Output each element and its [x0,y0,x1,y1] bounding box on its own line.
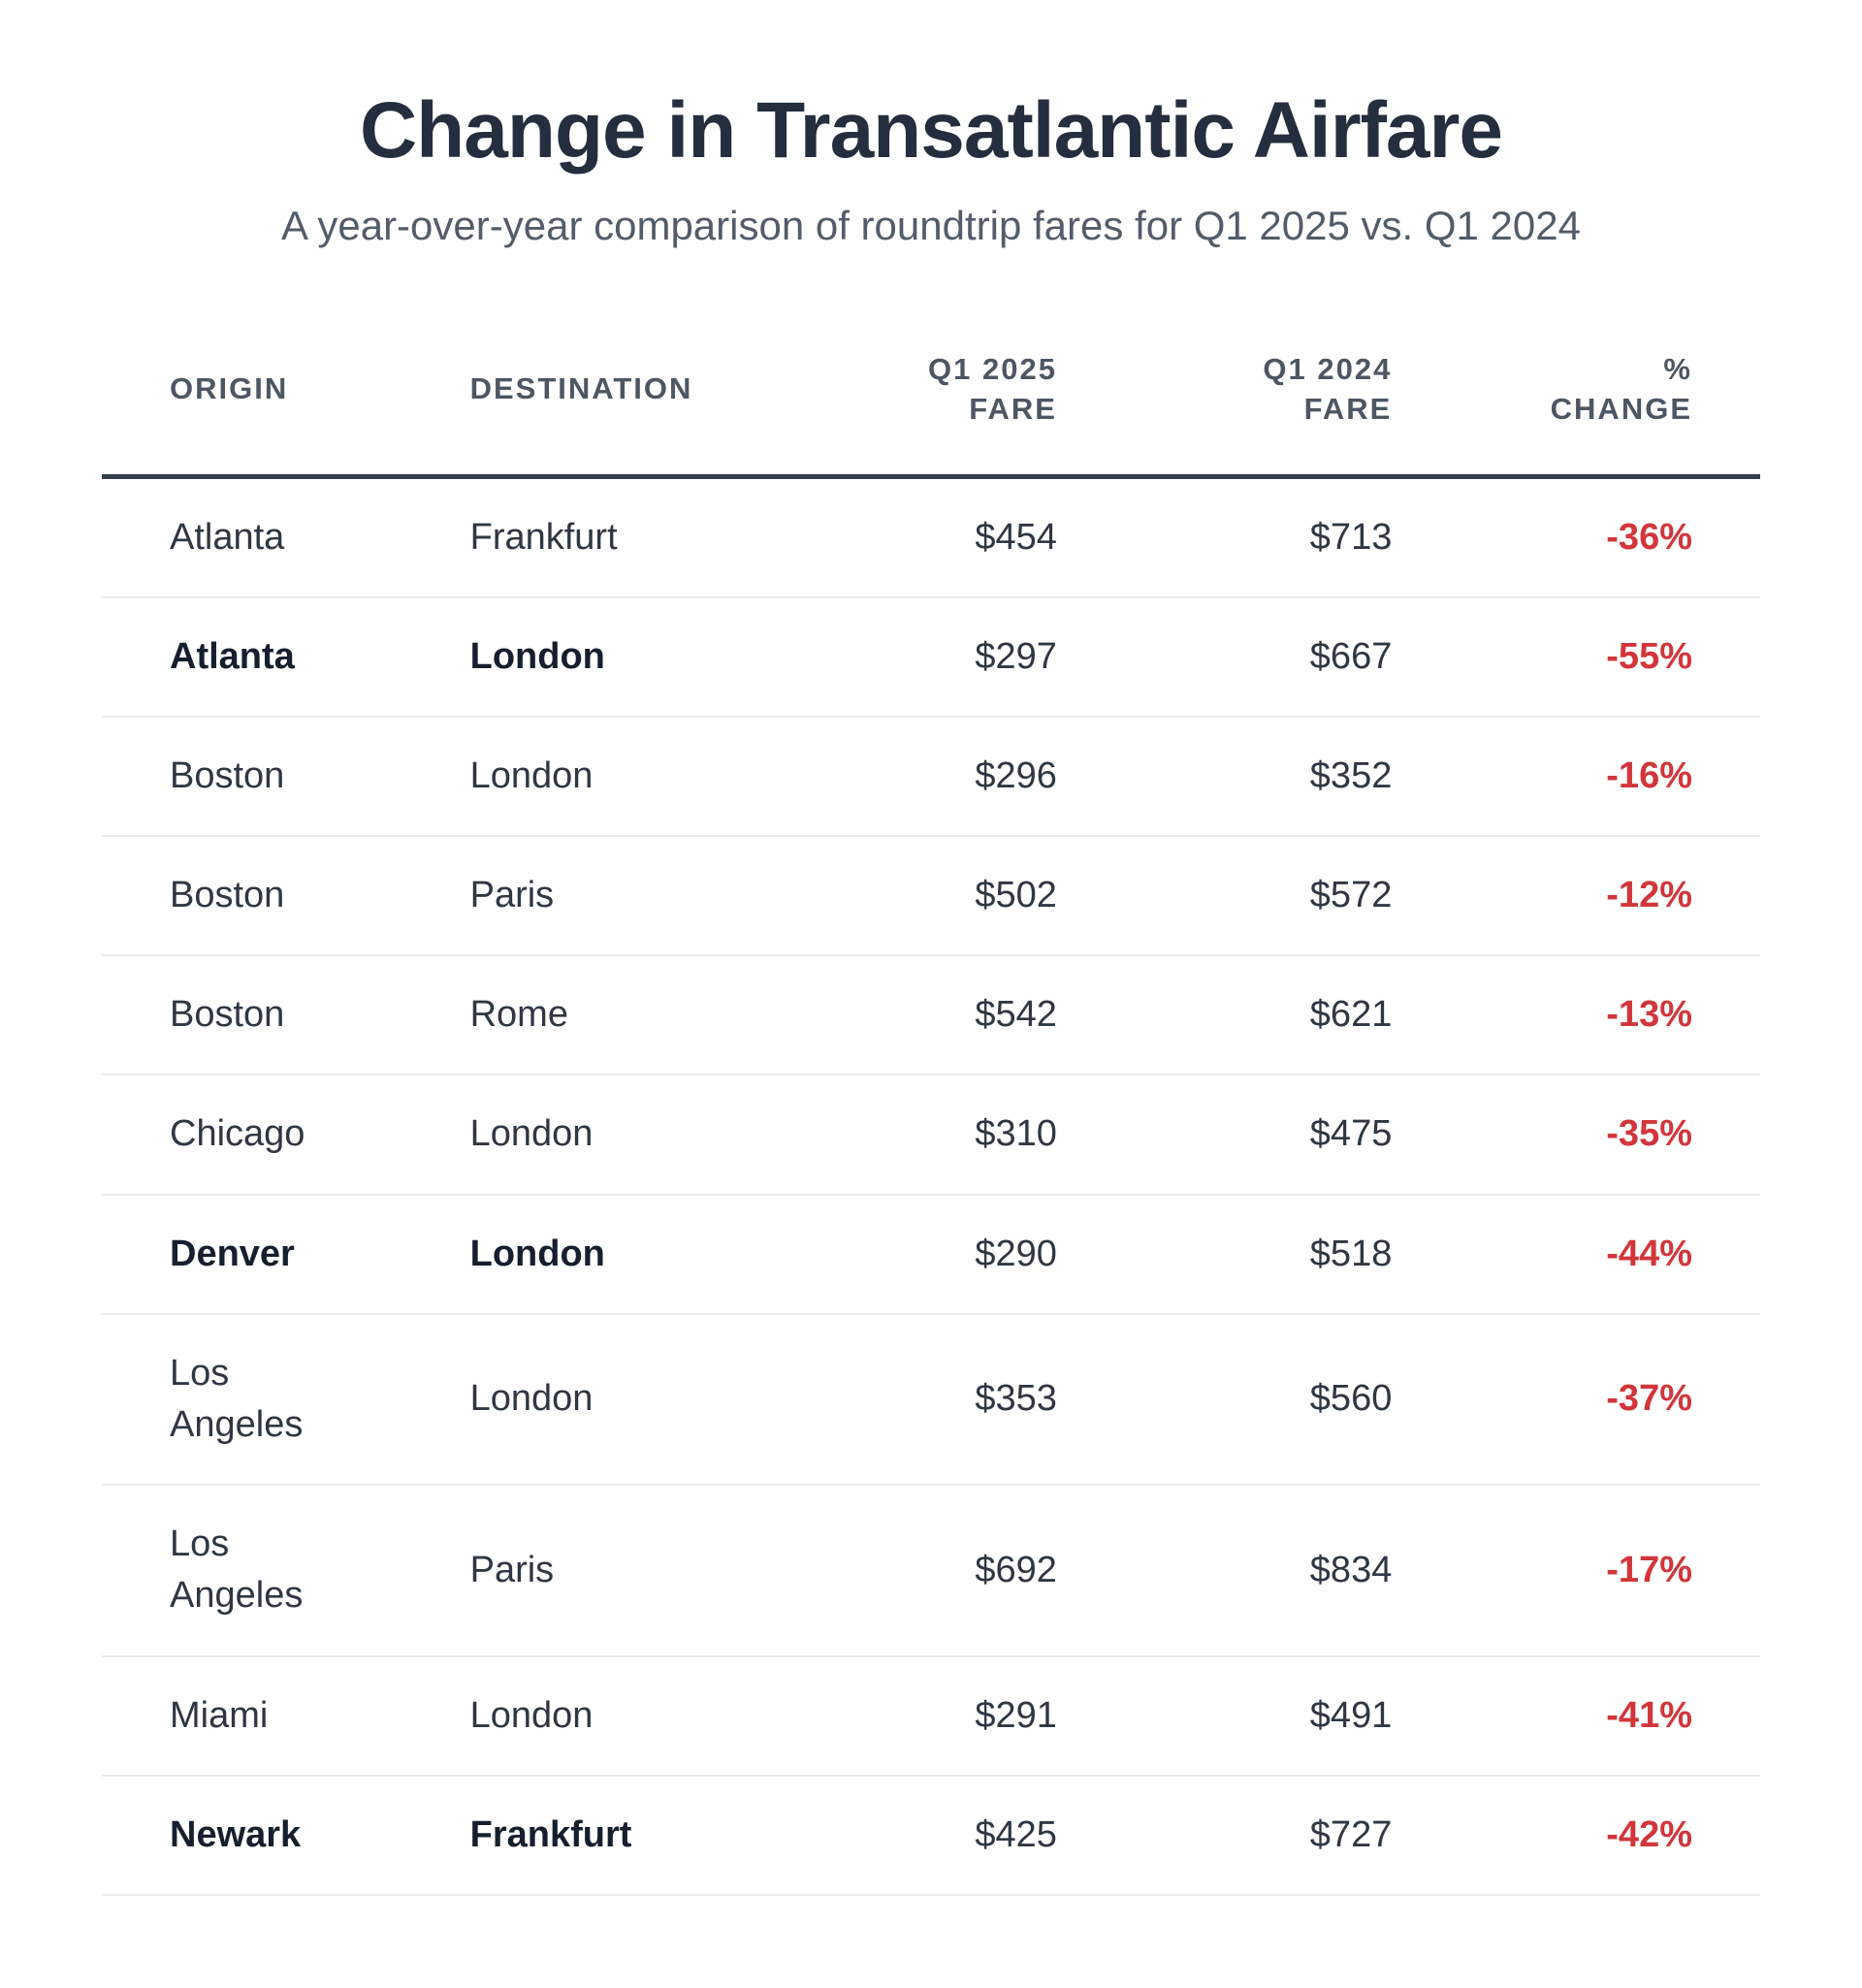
table-row: Chicago London $310 $475 -35% [102,1074,1760,1196]
col-header-pct-change: % CHANGE [1392,349,1760,479]
destination-cell: Paris [469,1485,819,1657]
table-header: ORIGIN DESTINATION Q1 2025 FARE Q1 2024 … [102,349,1760,479]
pct-change-cell: -44% [1392,1194,1760,1315]
origin-cell: Chicago [102,1074,470,1196]
fare-2025-cell: $290 [818,1194,1057,1315]
airfare-table: ORIGIN DESTINATION Q1 2025 FARE Q1 2024 … [102,349,1760,1896]
fare-2025-cell: $296 [818,716,1057,838]
fare-2025-cell: $310 [818,1074,1057,1196]
pct-change-cell: -55% [1392,596,1760,718]
destination-cell: London [469,1313,819,1487]
header-row: ORIGIN DESTINATION Q1 2025 FARE Q1 2024 … [102,349,1760,479]
table-row: Denver London $290 $518 -44% [102,1194,1760,1315]
destination-cell: London [469,1655,819,1777]
pct-change-cell: -17% [1392,1485,1760,1657]
pct-change-cell: -12% [1392,836,1760,957]
origin-cell: Los Angeles [102,1485,470,1657]
destination-cell: Rome [469,955,819,1076]
origin-cell: Atlanta [102,596,470,718]
origin-cell: Los Angeles [102,1313,470,1487]
table-row: Miami London $291 $491 -41% [102,1655,1760,1777]
fare-2025-cell: $692 [818,1485,1057,1657]
table-row: Atlanta Frankfurt $454 $713 -36% [102,476,1760,598]
table-row: Boston London $296 $352 -16% [102,716,1760,838]
pct-change-cell: -35% [1392,1074,1760,1196]
table-body: Atlanta Frankfurt $454 $713 -36% Atlanta… [102,476,1760,1896]
table-row: Los Angeles Paris $692 $834 -17% [102,1485,1760,1657]
chart-title: Change in Transatlantic Airfare [359,86,1503,175]
destination-cell: London [469,1194,819,1315]
pct-change-cell: -13% [1392,955,1760,1076]
origin-cell: Miami [102,1655,470,1777]
destination-cell: London [469,716,819,838]
pct-change-cell: -42% [1392,1775,1760,1896]
fare-2024-cell: $572 [1056,836,1393,957]
fare-2024-cell: $352 [1056,716,1393,838]
fare-2025-cell: $297 [818,596,1057,718]
origin-cell: Boston [102,716,470,838]
pct-change-cell: -16% [1392,716,1760,838]
fare-2024-cell: $491 [1056,1655,1393,1777]
col-header-q1-2024-fare: Q1 2024 FARE [1056,349,1393,479]
fare-2024-cell: $518 [1056,1194,1393,1315]
table-row: Newark Frankfurt $425 $727 -42% [102,1775,1760,1896]
fare-2024-cell: $667 [1056,596,1393,718]
table-container: ORIGIN DESTINATION Q1 2025 FARE Q1 2024 … [102,349,1760,1896]
fare-2024-cell: $475 [1056,1074,1393,1196]
destination-cell: Frankfurt [469,476,819,598]
table-row: Boston Paris $502 $572 -12% [102,836,1760,957]
pct-change-cell: -37% [1392,1313,1760,1487]
fare-2025-cell: $425 [818,1775,1057,1896]
destination-cell: Paris [469,836,819,957]
fare-2024-cell: $727 [1056,1775,1393,1896]
fare-2025-cell: $502 [818,836,1057,957]
table-row: Los Angeles London $353 $560 -37% [102,1313,1760,1487]
fare-2025-cell: $353 [818,1313,1057,1487]
destination-cell: London [469,596,819,718]
col-header-origin: ORIGIN [102,349,470,479]
origin-cell: Denver [102,1194,470,1315]
fare-2024-cell: $621 [1056,955,1393,1076]
destination-cell: Frankfurt [469,1775,819,1896]
origin-cell: Atlanta [102,476,470,598]
origin-cell: Boston [102,836,470,957]
fare-2025-cell: $542 [818,955,1057,1076]
pct-change-cell: -41% [1392,1655,1760,1777]
fare-2025-cell: $454 [818,476,1057,598]
col-header-q1-2025-fare: Q1 2025 FARE [818,349,1057,479]
fare-2024-cell: $834 [1056,1485,1393,1657]
table-row: Atlanta London $297 $667 -55% [102,596,1760,718]
fare-2025-cell: $291 [818,1655,1057,1777]
destination-cell: London [469,1074,819,1196]
fare-2024-cell: $560 [1056,1313,1393,1487]
fare-2024-cell: $713 [1056,476,1393,598]
col-header-destination: DESTINATION [469,349,819,479]
pct-change-cell: -36% [1392,476,1760,598]
chart-subtitle: A year-over-year comparison of roundtrip… [280,203,1581,249]
origin-cell: Boston [102,955,470,1076]
origin-cell: Newark [102,1775,470,1896]
table-row: Boston Rome $542 $621 -13% [102,955,1760,1076]
